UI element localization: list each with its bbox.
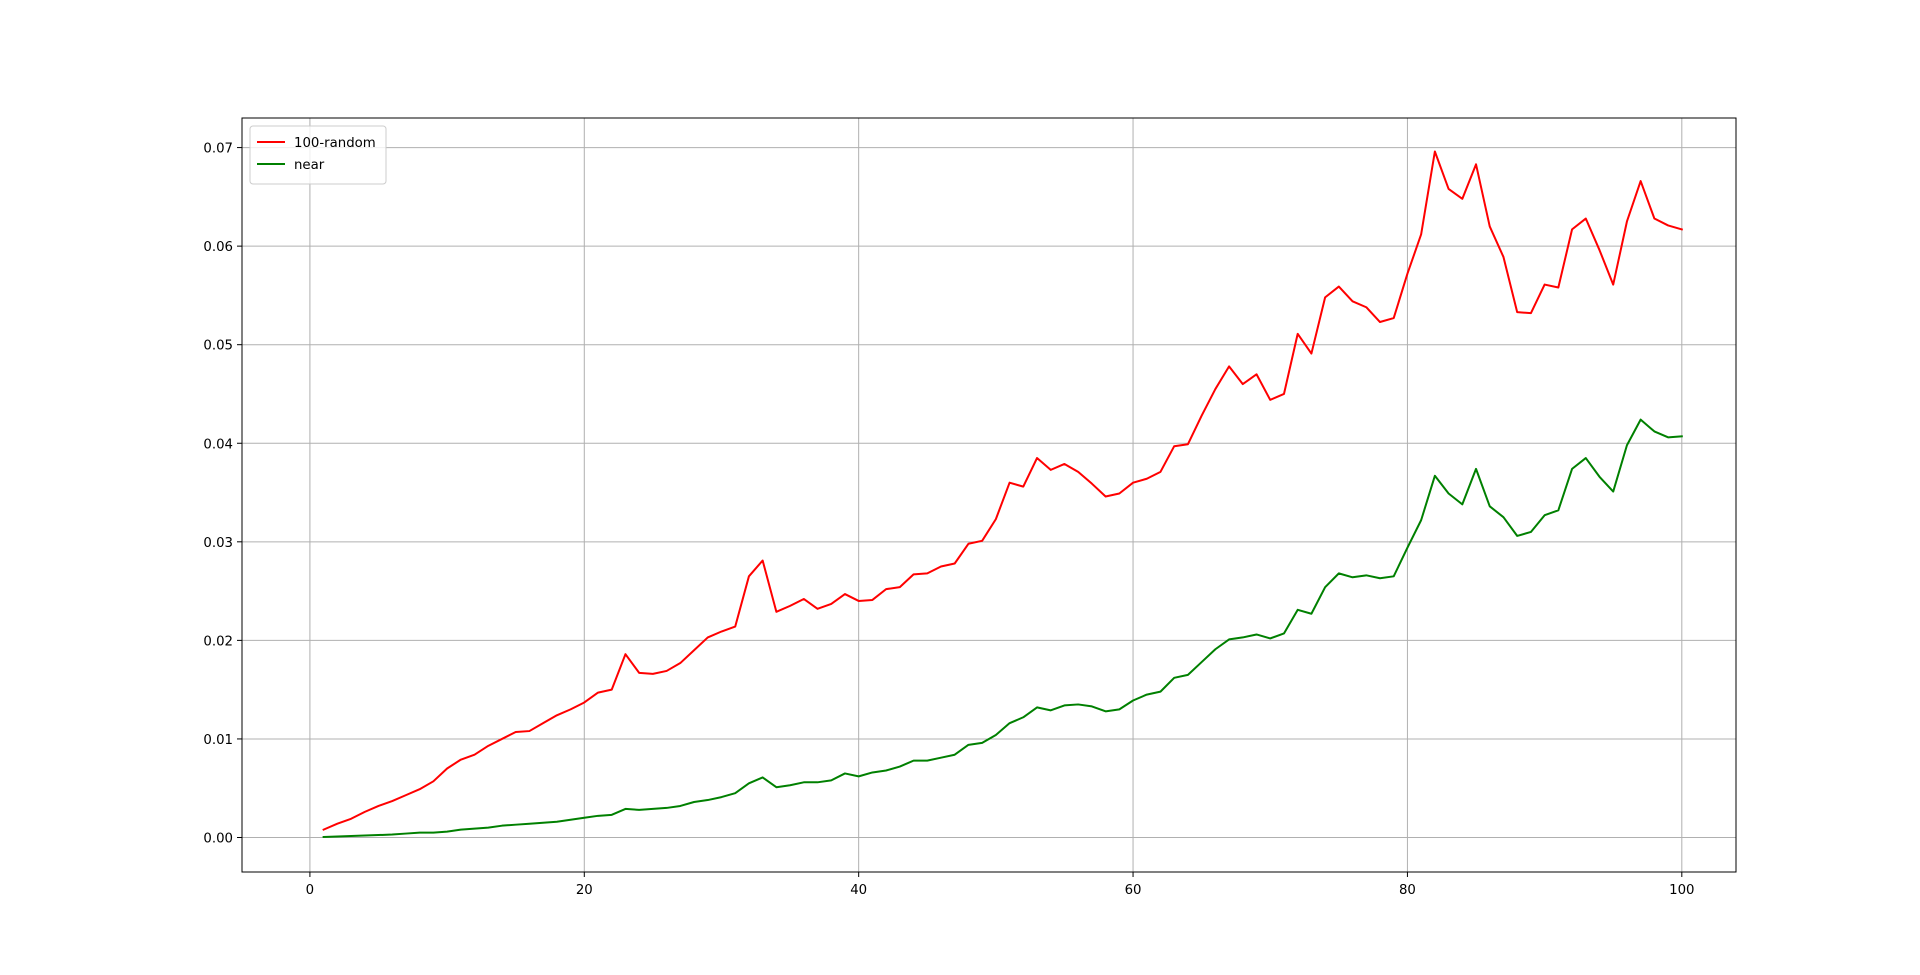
x-tick-label: 0 (306, 883, 314, 898)
x-tick-label: 80 (1399, 883, 1416, 898)
x-tick-label: 20 (576, 883, 593, 898)
x-tick-label: 40 (850, 883, 867, 898)
legend-box (249, 125, 387, 185)
y-tick-label: 0.05 (203, 339, 233, 354)
legend-label: near (294, 158, 325, 173)
series-line-near (322, 418, 1683, 839)
legend: 100-random near (249, 125, 387, 185)
series-line-100-random (322, 150, 1684, 831)
x-tick-label: 60 (1125, 883, 1142, 898)
plot-frame (241, 117, 1737, 873)
y-tick-label: 0.03 (203, 536, 233, 551)
y-tick-label: 0.00 (203, 832, 233, 847)
plot-area (242, 118, 1736, 872)
legend-label: 100-random (294, 136, 376, 151)
y-tick-label: 0.06 (203, 240, 233, 255)
grid-lines (242, 118, 1736, 872)
y-tick-label: 0.07 (203, 142, 233, 157)
x-tick-label: 100 (1669, 883, 1694, 898)
y-tick-label: 0.04 (203, 437, 233, 452)
y-tick-label: 0.01 (203, 733, 233, 748)
series-lines (322, 150, 1684, 839)
y-tick-label: 0.02 (203, 634, 233, 649)
axis-ticks: 0 20 40 60 80 100 0.00 0.01 0.02 0.03 0.04 0.05 0.06… (203, 142, 1694, 898)
